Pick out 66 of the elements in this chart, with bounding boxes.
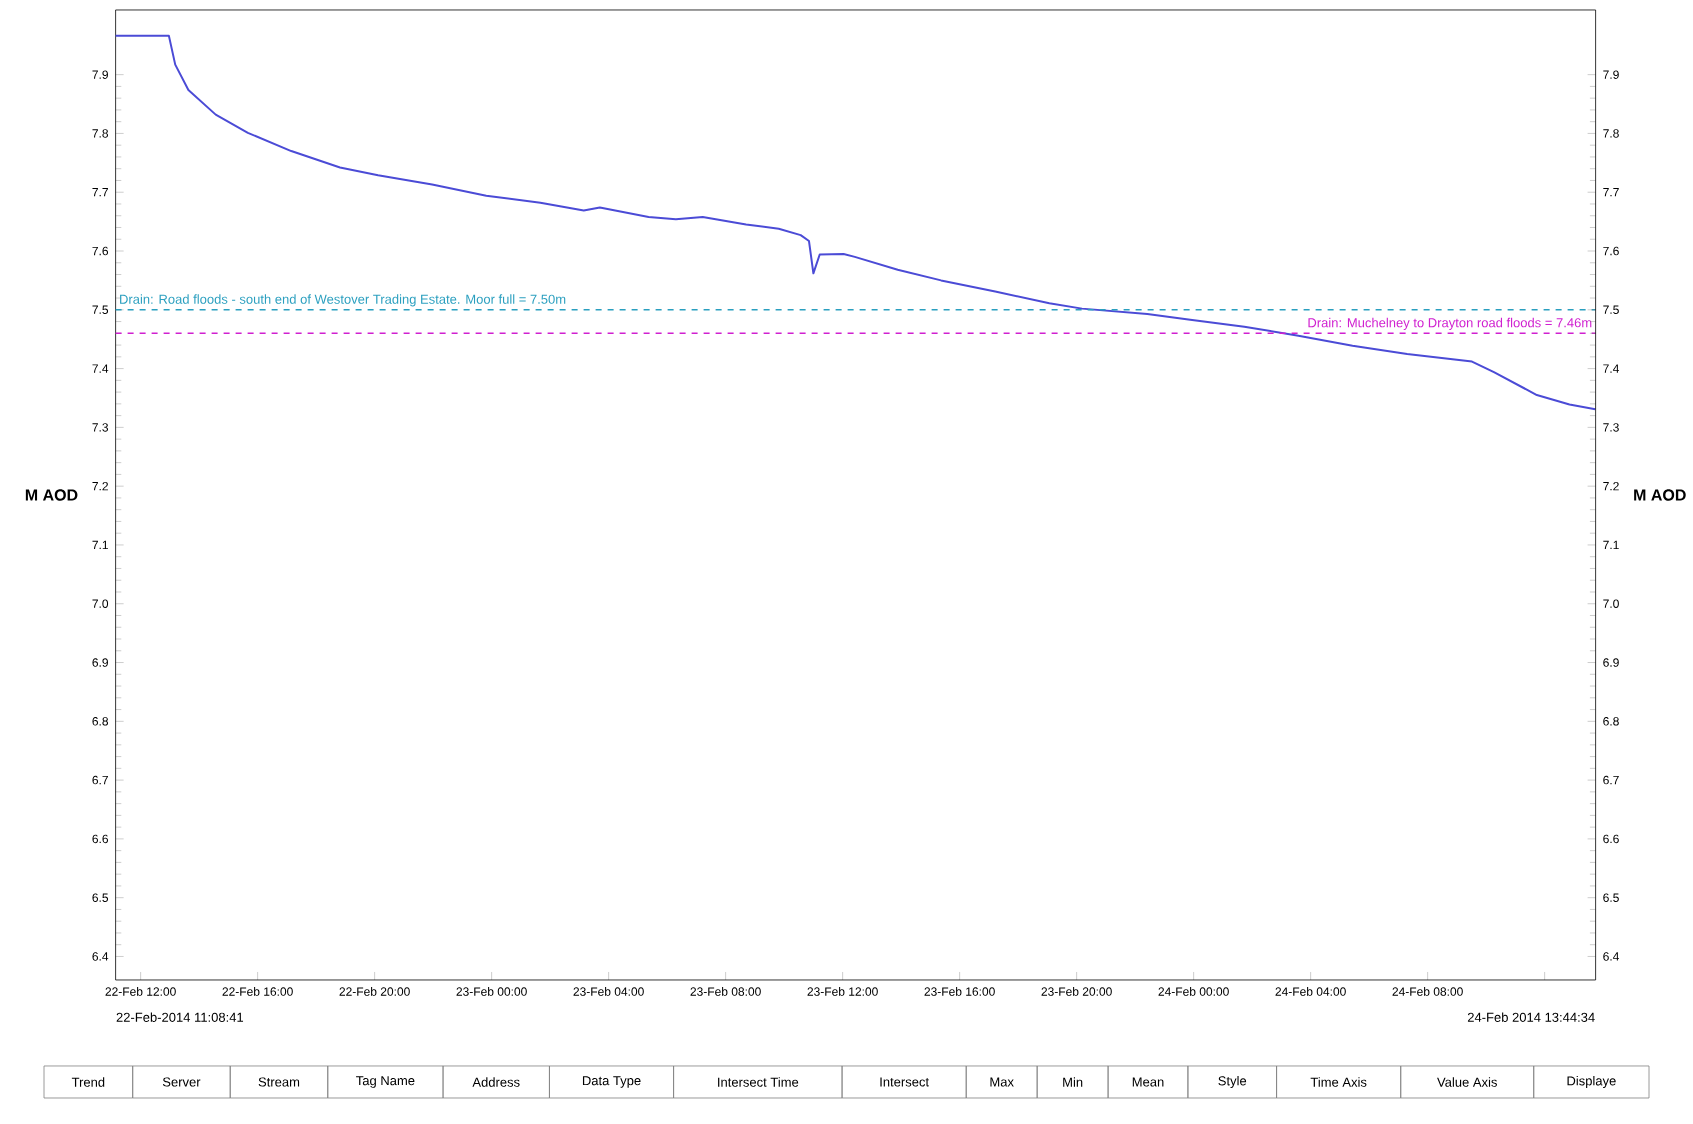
line-series <box>114 34 1597 411</box>
x-tick-label: 23-Feb 04:00 <box>573 987 644 996</box>
y-tick-label: 7.9 <box>92 70 108 79</box>
y-tick-label: 6.9 <box>92 658 108 667</box>
x-tick-label: 23-Feb 20:00 <box>1041 987 1112 996</box>
y2-tick-label: 6.7 <box>1603 775 1619 785</box>
y2-tick-label: 7.6 <box>1603 246 1619 256</box>
x-tick-label: 23-Feb 12:00 <box>807 987 878 996</box>
y2-tick-label: 7.2 <box>1603 481 1619 491</box>
text: Time Axis <box>1310 1077 1367 1087</box>
y2-tick-label: 7.8 <box>1603 129 1619 138</box>
y2-tick-label: 7.4 <box>1603 364 1620 373</box>
x-tick-label: 24-Feb 04:00 <box>1275 987 1346 996</box>
y-tick-label: 7.1 <box>92 540 108 550</box>
y2-tick-label: 7.1 <box>1603 540 1619 550</box>
y-tick-label: 6.8 <box>92 717 109 726</box>
x-tick-label: 22-Feb 16:00 <box>222 987 293 996</box>
text: Data Type <box>582 1076 641 1088</box>
y-tick-label: 6.4 <box>92 952 109 961</box>
y2-tick-label: 6.4 <box>1603 952 1620 961</box>
y2-tick-label: 7.3 <box>1603 423 1619 432</box>
y2-tick-label: 6.8 <box>1603 717 1619 726</box>
y-tick-label: 6.5 <box>92 893 109 902</box>
y-tick-label: 7.3 <box>92 423 109 432</box>
text: Trend <box>71 1077 105 1087</box>
text: Min <box>1063 1077 1083 1087</box>
text: Tag Name <box>356 1076 415 1088</box>
y-axis-title: M AOD <box>25 489 78 501</box>
x-tick-label: 23-Feb 16:00 <box>924 987 995 996</box>
text: Intersect Time <box>718 1077 799 1087</box>
y-tick-label: 7.7 <box>92 188 108 197</box>
y-tick-label: 6.6 <box>92 834 109 844</box>
x-tick-label: 24-Feb 08:00 <box>1392 987 1463 996</box>
y-tick-label: 7.4 <box>92 364 109 373</box>
text: Value Axis <box>1437 1077 1497 1087</box>
y-tick-label: 7.0 <box>92 599 109 608</box>
y2-tick-label: 6.5 <box>1603 893 1619 902</box>
x-tick-label: 23-Feb 00:00 <box>456 987 527 996</box>
text: Max <box>990 1077 1014 1087</box>
y2-axis-title: M AOD <box>1634 489 1686 501</box>
y2-tick-label: 7.0 <box>1603 599 1619 608</box>
ref-line-label: Drain: Road floods - south end of Westover Trading Estate. Moor full = 7.50m <box>120 294 566 307</box>
y-tick-label: 6.7 <box>92 775 108 785</box>
text: 22-Feb-2014 11:08:41 <box>116 1012 244 1022</box>
y-tick-label: 7.8 <box>92 129 109 138</box>
text: Address <box>472 1077 520 1087</box>
y2-tick-label: 7.5 <box>1603 305 1619 314</box>
y2-tick-label: 7.7 <box>1603 188 1619 197</box>
text: Displaye <box>1567 1075 1616 1089</box>
y-tick-label: 7.6 <box>92 246 109 256</box>
y2-tick-label: 6.9 <box>1603 658 1619 667</box>
y-tick-label: 7.2 <box>92 481 108 491</box>
y2-tick-label: 7.9 <box>1603 70 1619 79</box>
ref-line-label: Drain: Muchelney to Drayton road floods = 7.46m <box>1308 317 1592 330</box>
y-tick-label: 7.5 <box>92 305 109 314</box>
x-tick-label: 23-Feb 08:00 <box>690 987 761 996</box>
text: Intersect <box>880 1077 929 1087</box>
text: Style <box>1218 1075 1247 1089</box>
y2-tick-label: 6.6 <box>1603 834 1619 844</box>
text: Mean <box>1132 1077 1164 1087</box>
x-tick-label: 22-Feb 12:00 <box>105 987 176 996</box>
x-tick-label: 24-Feb 00:00 <box>1158 987 1229 996</box>
x-tick-label: 22-Feb 20:00 <box>339 987 410 996</box>
text: Stream <box>258 1077 300 1087</box>
text: Server <box>162 1077 201 1087</box>
text: 24-Feb 2014 13:44:34 <box>1467 1012 1595 1022</box>
